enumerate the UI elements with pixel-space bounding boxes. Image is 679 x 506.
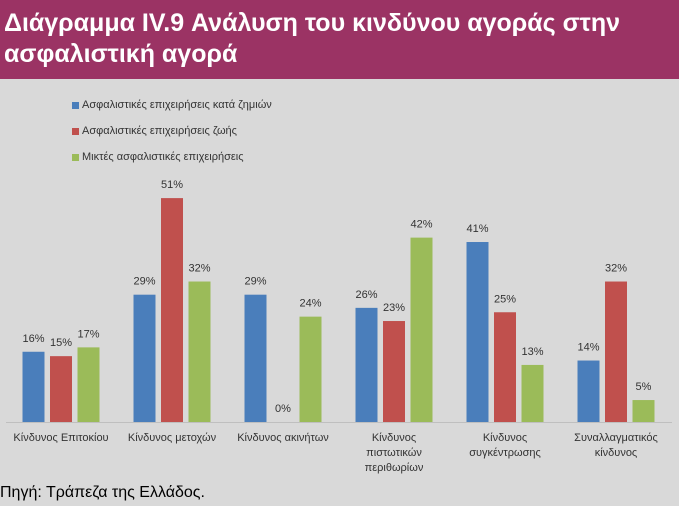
legend-label: Ασφαλιστικές επιχειρήσεις κατά ζημιών [82, 99, 272, 111]
category-label: κίνδυνος [595, 447, 638, 459]
bar [605, 281, 627, 422]
data-label: 41% [466, 223, 488, 235]
bar [410, 237, 433, 422]
bar [494, 312, 516, 422]
legend-label: Μικτές ασφαλιστικές επιχειρήσεις [82, 151, 244, 163]
data-label: 29% [133, 276, 155, 288]
bar [133, 294, 156, 422]
legend: Ασφαλιστικές επιχειρήσεις κατά ζημιών Ασφ… [72, 92, 272, 170]
source-note: Πηγή: Τράπεζα της Ελλάδος. [0, 484, 205, 501]
category-label: συγκέντρωσης [469, 447, 541, 459]
category-label: πιστωτικών [366, 447, 422, 459]
data-label: 17% [77, 328, 99, 340]
bar [50, 356, 72, 422]
data-label: 32% [605, 263, 627, 275]
category-label: Κίνδυνος Επιτοκίου [13, 432, 108, 444]
data-label: 25% [494, 293, 516, 305]
data-label: 23% [383, 302, 405, 314]
bar [577, 360, 600, 422]
bar [161, 198, 183, 422]
bar [383, 321, 405, 422]
bar [355, 307, 378, 422]
legend-item: Μικτές ασφαλιστικές επιχειρήσεις [72, 144, 272, 170]
bar [77, 347, 100, 422]
category-label: Κίνδυνος ακινήτων [237, 432, 329, 444]
data-label: 14% [577, 342, 599, 354]
data-label: 42% [410, 219, 432, 231]
legend-swatch [72, 127, 79, 135]
legend-label: Ασφαλιστικές επιχειρήσεις ζωής [82, 125, 237, 137]
legend-item: Ασφαλιστικές επιχειρήσεις ζωής [72, 118, 272, 144]
bar [299, 316, 322, 422]
bar [188, 281, 211, 422]
title-bar: Διάγραμμα IV.9 Ανάλυση του κινδύνου αγορ… [0, 0, 679, 79]
category-label: Συναλλαγματικός [574, 432, 658, 444]
category-label: περιθωρίων [365, 462, 424, 474]
data-label: 26% [355, 289, 377, 301]
data-label: 24% [299, 298, 321, 310]
data-label: 16% [22, 333, 44, 345]
chart-title: Διάγραμμα IV.9 Ανάλυση του κινδύνου αγορ… [4, 9, 621, 68]
bar [244, 294, 267, 422]
bar [22, 351, 45, 422]
data-label: 29% [244, 276, 266, 288]
category-label: Κίνδυνος [372, 432, 416, 444]
bar [632, 400, 655, 422]
data-label: 15% [50, 337, 72, 349]
category-label: Κίνδυνος μετοχών [128, 432, 217, 444]
data-label: 0% [275, 403, 291, 415]
data-label: 32% [188, 263, 210, 275]
data-label: 5% [636, 381, 652, 393]
category-label: Κίνδυνος [483, 432, 527, 444]
legend-item: Ασφαλιστικές επιχειρήσεις κατά ζημιών [72, 92, 272, 118]
legend-swatch [72, 101, 79, 109]
legend-swatch [72, 153, 79, 161]
data-label: 51% [161, 179, 183, 191]
data-label: 13% [521, 346, 543, 358]
bar [521, 364, 544, 422]
bar [466, 242, 489, 422]
